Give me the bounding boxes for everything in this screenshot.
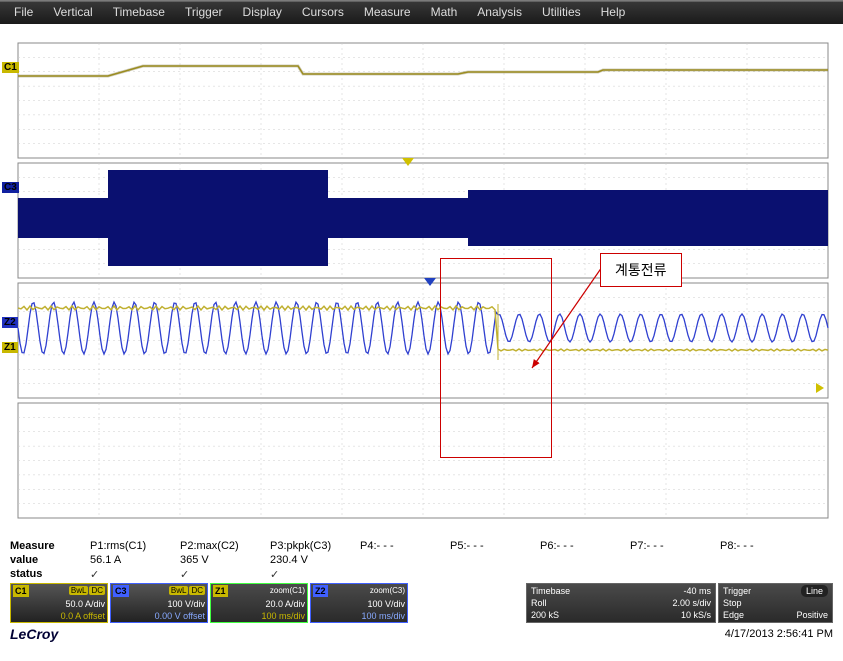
- measure-cell: [450, 554, 540, 566]
- channel-box-z1[interactable]: Z1zoom(C1)20.0 A/div100 ms/div: [210, 583, 308, 623]
- measure-cell: P5:- - -: [450, 540, 540, 552]
- menu-measure[interactable]: Measure: [354, 2, 421, 22]
- annotation-text: 계통전류: [615, 262, 667, 278]
- measure-status-row: status✓✓✓: [10, 568, 833, 581]
- trigger-box[interactable]: TriggerLine Stop EdgePositive: [718, 583, 833, 623]
- menu-bar: FileVerticalTimebaseTriggerDisplayCursor…: [0, 0, 843, 24]
- measure-cell: 230.4 V: [270, 554, 360, 566]
- measure-cell: [720, 554, 810, 566]
- spacer: [410, 583, 524, 623]
- measure-cell: [360, 568, 450, 581]
- measure-cell: ✓: [180, 568, 270, 581]
- measure-cell: P1:rms(C1): [90, 540, 180, 552]
- menu-timebase[interactable]: Timebase: [103, 2, 175, 22]
- measure-cell: 365 V: [180, 554, 270, 566]
- measure-cell: [720, 568, 810, 581]
- channel-label-c3: C3: [2, 182, 19, 193]
- measure-cell: [540, 554, 630, 566]
- channel-label-z1: Z1: [2, 342, 18, 353]
- channel-box-c1[interactable]: C1BwLDC50.0 A/div0.0 A offset: [10, 583, 108, 623]
- timestamp: 4/17/2013 2:56:41 PM: [725, 628, 833, 640]
- menu-math[interactable]: Math: [421, 2, 468, 22]
- menu-help[interactable]: Help: [591, 2, 636, 22]
- measure-value-row: value56.1 A365 V230.4 V: [10, 554, 833, 566]
- annotation-rectangle: [440, 258, 552, 458]
- measure-cell: [630, 554, 720, 566]
- measure-cell: P4:- - -: [360, 540, 450, 552]
- measure-cell: [450, 568, 540, 581]
- menu-utilities[interactable]: Utilities: [532, 2, 591, 22]
- menu-trigger[interactable]: Trigger: [175, 2, 233, 22]
- annotation-label-box: 계통전류: [600, 253, 682, 287]
- measure-cell: P2:max(C2): [180, 540, 270, 552]
- measure-cell: 56.1 A: [90, 554, 180, 566]
- measure-cell: [630, 568, 720, 581]
- measure-cell: P6:- - -: [540, 540, 630, 552]
- footer: LeCroy 4/17/2013 2:56:41 PM: [10, 626, 833, 642]
- measure-row-label: status: [10, 568, 90, 581]
- measure-header-row: MeasureP1:rms(C1)P2:max(C2)P3:pkpk(C3)P4…: [10, 540, 833, 552]
- timebase-box[interactable]: Timebase-40 ms Roll2.00 s/div 200 kS10 k…: [526, 583, 716, 623]
- waveform-display: C1 C3 Z2 Z1 계통전류: [10, 28, 833, 538]
- menu-display[interactable]: Display: [233, 2, 292, 22]
- measure-cell: ✓: [90, 568, 180, 581]
- channel-box-z2[interactable]: Z2zoom(C3)100 V/div100 ms/div: [310, 583, 408, 623]
- measure-cell: ✓: [270, 568, 360, 581]
- channel-label-c1: C1: [2, 62, 19, 73]
- info-bar: C1BwLDC50.0 A/div0.0 A offset C3BwLDC100…: [10, 583, 833, 623]
- menu-file[interactable]: File: [4, 2, 43, 22]
- menu-analysis[interactable]: Analysis: [467, 2, 532, 22]
- measure-cell: [360, 554, 450, 566]
- measure-cell: P8:- - -: [720, 540, 810, 552]
- channel-box-c3[interactable]: C3BwLDC100 V/div0.00 V offset: [110, 583, 208, 623]
- measure-row-label: value: [10, 554, 90, 566]
- measure-cell: [540, 568, 630, 581]
- channel-label-z2: Z2: [2, 317, 18, 328]
- measure-cell: P3:pkpk(C3): [270, 540, 360, 552]
- measure-cell: P7:- - -: [630, 540, 720, 552]
- measure-row-label: Measure: [10, 540, 90, 552]
- brand-logo: LeCroy: [10, 626, 58, 642]
- menu-cursors[interactable]: Cursors: [292, 2, 354, 22]
- waveform-svg: [10, 28, 833, 538]
- menu-vertical[interactable]: Vertical: [43, 2, 102, 22]
